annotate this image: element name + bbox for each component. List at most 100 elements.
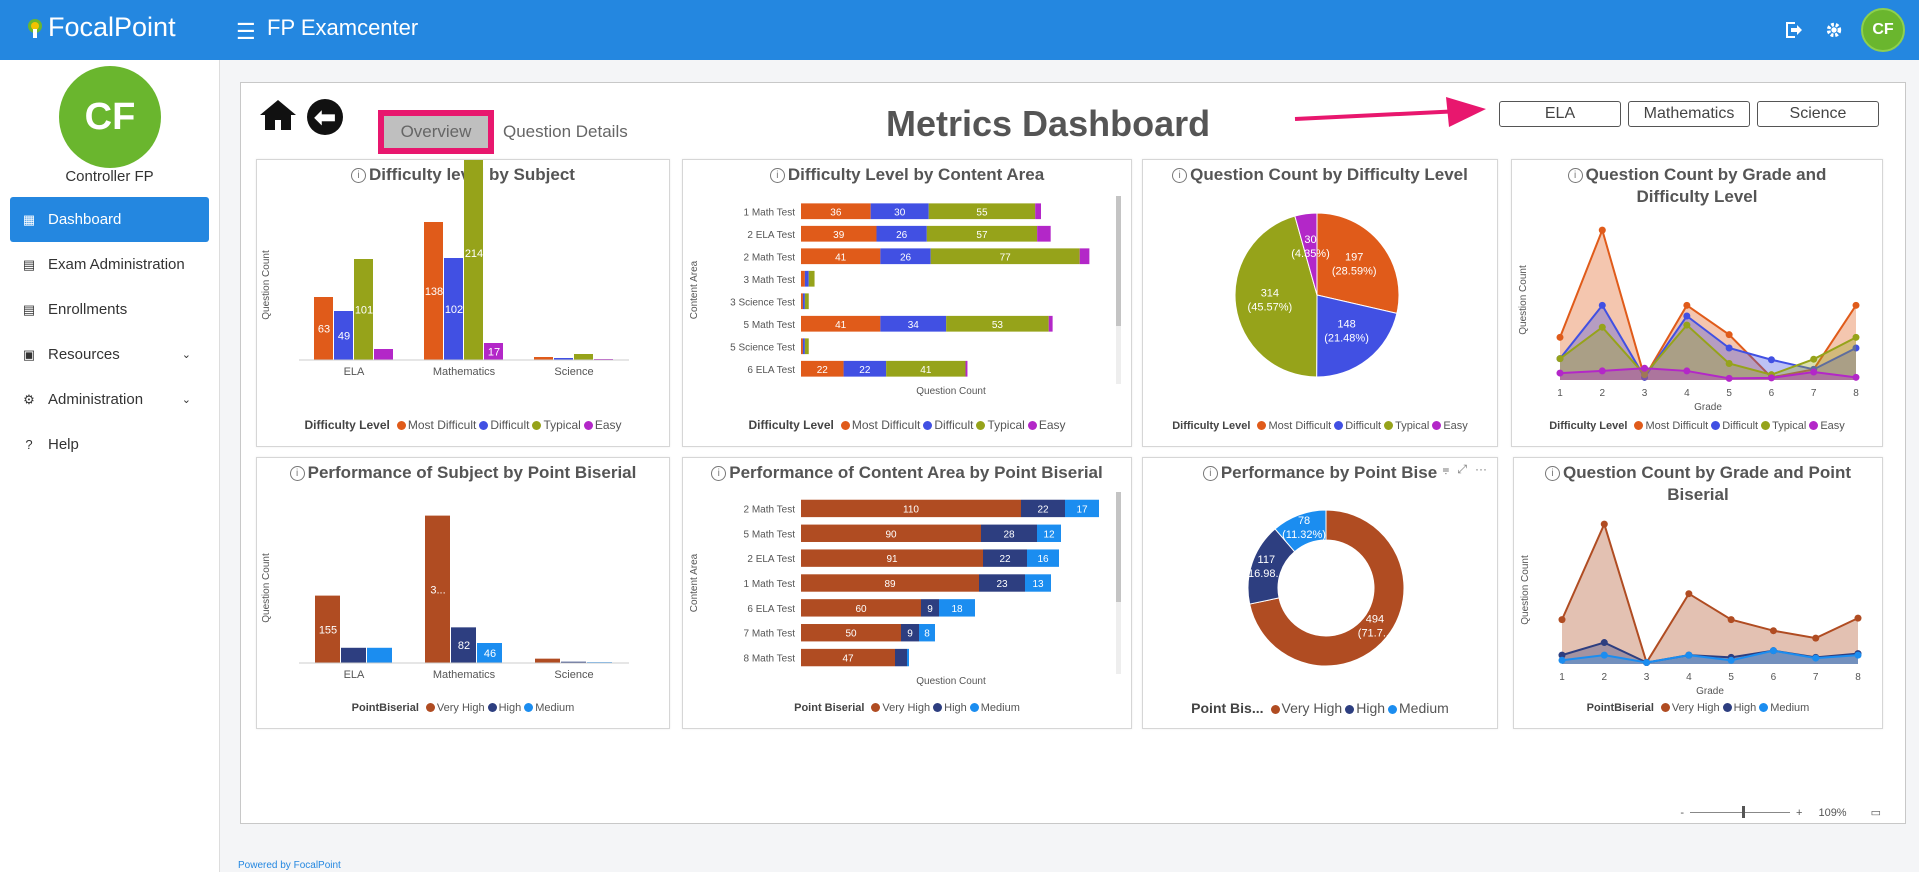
legend-item[interactable]: Easy xyxy=(1443,420,1468,432)
y-tick-label: 5 Math Test xyxy=(743,529,795,540)
info-icon[interactable]: i xyxy=(769,168,785,183)
hamburger-menu-icon[interactable]: ☰ xyxy=(236,19,256,44)
zoom-out-button[interactable]: - xyxy=(1680,806,1685,819)
data-point xyxy=(1812,634,1820,642)
legend-title: Difficulty Level xyxy=(304,418,390,432)
y-tick-label: 8 Math Test xyxy=(743,654,795,665)
bar xyxy=(341,647,366,663)
x-tick-label: 6 xyxy=(1769,388,1775,399)
legend-item[interactable]: Medium xyxy=(535,702,575,714)
gear-icon[interactable] xyxy=(1825,21,1843,39)
legend-item[interactable]: Difficult xyxy=(934,418,974,432)
legend-item[interactable]: Medium xyxy=(980,702,1020,714)
sidebar-item-administration[interactable]: ⚙ Administration ⌄ xyxy=(10,377,209,422)
legend-item[interactable]: High xyxy=(944,702,967,714)
sidebar-item-help[interactable]: ? Help xyxy=(10,422,209,467)
legend-item[interactable]: Easy xyxy=(594,418,622,432)
powered-by-link[interactable]: Powered by FocalPoint xyxy=(238,860,341,871)
info-icon[interactable]: i xyxy=(289,466,305,481)
data-point xyxy=(1767,356,1775,364)
app-logo[interactable]: FocalPoint xyxy=(26,12,176,43)
series-line xyxy=(1559,367,1857,380)
logout-icon[interactable] xyxy=(1783,19,1807,41)
ela-button[interactable]: ELA xyxy=(1499,101,1621,127)
zoom-slider-thumb[interactable] xyxy=(1742,806,1746,818)
data-point xyxy=(1812,654,1820,662)
legend-item[interactable]: Easy xyxy=(1038,418,1066,432)
legend-item[interactable]: Very High xyxy=(436,702,485,714)
y-tick-label: 3 Math Test xyxy=(743,275,795,286)
filter-icon[interactable]: ⩦ xyxy=(1442,462,1450,476)
more-options-icon[interactable]: ··· xyxy=(1475,462,1487,476)
info-icon[interactable]: i xyxy=(1172,168,1188,183)
legend-item[interactable]: Most Difficult xyxy=(407,418,477,432)
y-tick-label: 2 Math Test xyxy=(743,252,795,263)
chart-count-by-grade-difficulty: Question Count 1 2 3 4 5 6 7 8 Grade xyxy=(1518,226,1860,413)
legend-item[interactable]: Most Difficult xyxy=(851,418,921,432)
back-arrow-icon[interactable]: ⬅ xyxy=(307,99,343,135)
x-tick-label: 2 xyxy=(1602,672,1608,683)
data-point xyxy=(1556,369,1564,377)
data-label: 9 xyxy=(927,604,933,615)
scrollbar-thumb xyxy=(1116,492,1121,602)
science-button[interactable]: Science xyxy=(1757,101,1879,127)
home-icon[interactable] xyxy=(259,98,297,132)
info-icon[interactable]: i xyxy=(351,168,367,183)
sidebar-item-dashboard[interactable]: ▦ Dashboard xyxy=(10,197,209,242)
info-icon[interactable]: i xyxy=(1202,466,1218,481)
sidebar-item-label: Help xyxy=(48,436,79,453)
legend-item[interactable]: Difficult xyxy=(1722,420,1759,432)
legend-item[interactable]: Most Difficult xyxy=(1268,420,1332,432)
legend-item[interactable]: Typical xyxy=(987,418,1025,432)
sidebar-item-label: Enrollments xyxy=(48,301,128,318)
info-icon[interactable]: i xyxy=(1567,168,1583,183)
info-icon[interactable]: i xyxy=(1544,466,1560,481)
fit-to-page-icon[interactable]: ▭ xyxy=(1870,807,1881,819)
legend-item[interactable]: Typical xyxy=(543,418,581,432)
legend-item[interactable]: Difficult xyxy=(1345,420,1382,432)
sidebar-item-label: Administration xyxy=(48,391,144,408)
legend-item[interactable]: Difficult xyxy=(490,418,530,432)
legend-item[interactable]: Most Difficult xyxy=(1645,420,1709,432)
legend-item[interactable]: Medium xyxy=(1399,700,1449,716)
legend: Difficulty Level Most Difficult Difficult T… xyxy=(1143,420,1497,432)
data-point xyxy=(1852,373,1860,381)
zoom-in-button[interactable]: + xyxy=(1796,806,1803,819)
legend-swatch xyxy=(1384,421,1394,430)
tab-overview[interactable]: Overview xyxy=(378,110,494,154)
bar xyxy=(354,259,373,360)
legend-item[interactable]: High xyxy=(498,702,522,714)
legend-item[interactable]: High xyxy=(1356,700,1386,716)
y-tick-label: 2 Math Test xyxy=(743,504,795,515)
zoom-slider[interactable] xyxy=(1690,806,1791,818)
x-tick-label: Mathematics xyxy=(433,669,496,681)
x-tick-label: 1 xyxy=(1559,672,1565,683)
slice-label: (45.57%) xyxy=(1248,301,1293,313)
mathematics-button[interactable]: Mathematics xyxy=(1628,101,1750,127)
legend-item[interactable]: High xyxy=(1733,702,1757,714)
legend-swatch xyxy=(1432,421,1442,430)
sidebar-item-exam-administration[interactable]: ▤ Exam Administration xyxy=(10,242,209,287)
legend-item[interactable]: Very High xyxy=(1281,700,1343,716)
legend-item[interactable]: Very High xyxy=(882,702,931,714)
sidebar-item-enrollments[interactable]: ▤ Enrollments xyxy=(10,287,209,332)
legend-swatch xyxy=(1722,703,1732,712)
legend-item[interactable]: Typical xyxy=(1395,420,1430,432)
zoom-control[interactable]: - + 109% ▭ xyxy=(1680,806,1881,819)
legend-item[interactable]: Very High xyxy=(1671,702,1720,714)
user-avatar[interactable]: CF xyxy=(1861,8,1905,52)
focus-mode-icon[interactable]: ⤢ xyxy=(1457,462,1467,476)
zoom-level: 109% xyxy=(1818,806,1847,819)
legend-item[interactable]: Easy xyxy=(1820,420,1845,432)
data-label: 110 xyxy=(903,504,919,515)
legend-title: Difficulty Level xyxy=(748,418,834,432)
bar xyxy=(484,343,503,360)
tab-question-details[interactable]: Question Details xyxy=(503,122,628,141)
legend-title: PointBiserial xyxy=(1586,702,1654,714)
legend-item[interactable]: Medium xyxy=(1770,702,1810,714)
info-icon[interactable]: i xyxy=(711,466,727,481)
gear-icon: ⚙ xyxy=(23,391,35,407)
legend-item[interactable]: Typical xyxy=(1772,420,1807,432)
data-label: 18 xyxy=(951,604,963,615)
sidebar-item-resources[interactable]: ▣ Resources ⌄ xyxy=(10,332,209,377)
